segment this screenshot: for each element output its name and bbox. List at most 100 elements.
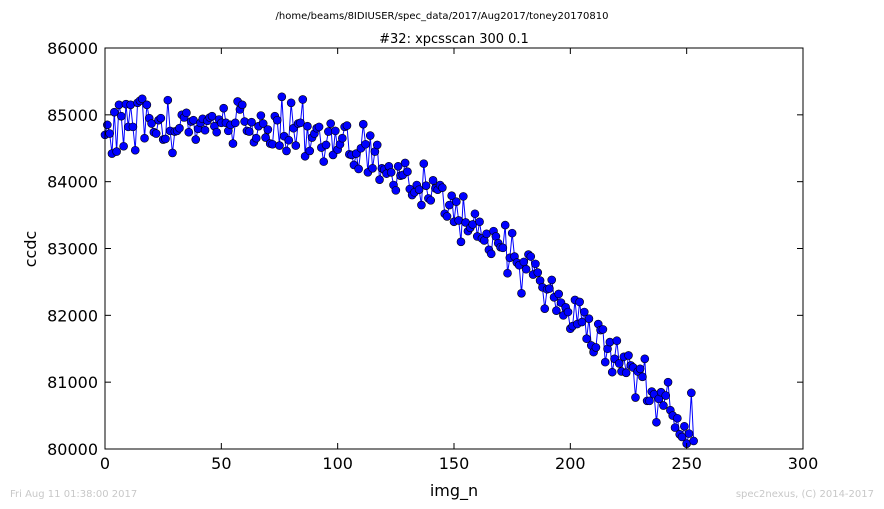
data-point — [486, 249, 496, 259]
credit-footer: spec2nexus, (C) 2014-2017 — [735, 489, 874, 500]
axis-ticks: 0 50 100 150 200 250 300 80000 81000 82000 83000 84… — [47, 39, 818, 473]
data-point — [319, 157, 329, 166]
x-tick-label: 300 — [788, 454, 819, 473]
data-point — [361, 139, 370, 149]
y-tick-label: 86000 — [47, 39, 98, 58]
chart-title: #32: xpcsscan 300 0.1 — [379, 32, 529, 47]
x-tick-label: 200 — [555, 454, 586, 473]
data-point — [286, 98, 296, 108]
data-point — [112, 147, 121, 156]
data-point — [540, 304, 550, 313]
data-point — [661, 391, 671, 400]
data-point — [577, 317, 587, 327]
y-tick-label: 82000 — [47, 306, 98, 325]
data-point — [147, 119, 156, 128]
y-axis-label: ccdc — [21, 231, 40, 268]
data-point — [298, 95, 308, 104]
data-point — [563, 307, 573, 317]
data-point — [417, 200, 426, 210]
data-point — [607, 367, 617, 377]
data-point — [521, 264, 531, 274]
timestamp-footer: Fri Aug 11 01:38:00 2017 — [10, 489, 138, 500]
data-point — [161, 134, 170, 144]
data-point — [130, 145, 140, 155]
data-point — [314, 122, 324, 132]
data-point — [579, 307, 589, 317]
data-point — [305, 146, 315, 156]
data-point — [247, 117, 256, 127]
data-point — [631, 393, 640, 402]
x-tick-label: 0 — [100, 454, 110, 473]
data-point — [142, 100, 152, 110]
data-point — [614, 359, 624, 368]
data-point — [459, 192, 468, 201]
data-point — [635, 364, 645, 374]
data-point — [403, 167, 412, 176]
data-point — [342, 121, 352, 130]
data-point — [368, 164, 377, 173]
series-line — [104, 96, 695, 444]
x-tick-label: 250 — [671, 454, 702, 473]
data-point — [365, 131, 375, 140]
data-point — [545, 284, 554, 293]
data-point — [393, 161, 403, 171]
data-point — [105, 129, 114, 138]
data-point — [268, 139, 277, 149]
y-tick-label: 80000 — [47, 440, 98, 459]
data-point — [282, 146, 291, 156]
data-point — [452, 197, 461, 207]
data-point — [605, 337, 615, 347]
data-point — [438, 183, 447, 192]
x-tick-label: 50 — [211, 454, 231, 473]
data-point — [677, 432, 687, 442]
data-point — [331, 126, 340, 136]
data-point — [612, 336, 622, 346]
data-point — [421, 181, 431, 190]
data-point — [372, 140, 382, 150]
data-point — [391, 186, 401, 195]
data-point — [638, 372, 647, 382]
data-point — [230, 118, 240, 128]
data-point — [533, 268, 543, 277]
data-point — [263, 125, 273, 134]
data-point — [284, 135, 294, 145]
data-point — [447, 191, 456, 201]
data-point — [175, 123, 184, 133]
data-point — [689, 436, 698, 446]
data-point — [445, 200, 454, 210]
data-point — [400, 158, 410, 168]
data-point — [575, 297, 584, 307]
data-point — [652, 417, 661, 427]
data-point — [207, 111, 217, 121]
data-point — [321, 140, 331, 150]
x-axis-label: img_n — [430, 481, 478, 501]
data-point — [258, 119, 268, 128]
data-point — [684, 429, 694, 438]
data-point — [673, 413, 682, 423]
data-point — [500, 220, 510, 230]
data-point — [291, 141, 301, 150]
data-point — [200, 125, 210, 135]
axes-frame — [104, 47, 804, 450]
x-tick-label: 100 — [322, 454, 353, 473]
data-point — [582, 334, 591, 344]
data-point — [182, 108, 191, 118]
y-tick-label: 81000 — [47, 373, 98, 392]
data-point — [119, 141, 128, 151]
data-point — [470, 209, 480, 219]
data-point — [475, 217, 484, 227]
data-point — [456, 237, 466, 247]
data-point — [275, 141, 284, 150]
data-point — [128, 122, 138, 132]
data-point — [354, 164, 363, 174]
data-point — [251, 133, 261, 143]
data-point — [547, 275, 557, 285]
data-point — [498, 243, 508, 253]
data-point — [442, 212, 452, 221]
data-point — [256, 111, 266, 120]
data-point — [358, 119, 368, 129]
data-point — [531, 259, 540, 269]
data-point — [428, 176, 438, 185]
